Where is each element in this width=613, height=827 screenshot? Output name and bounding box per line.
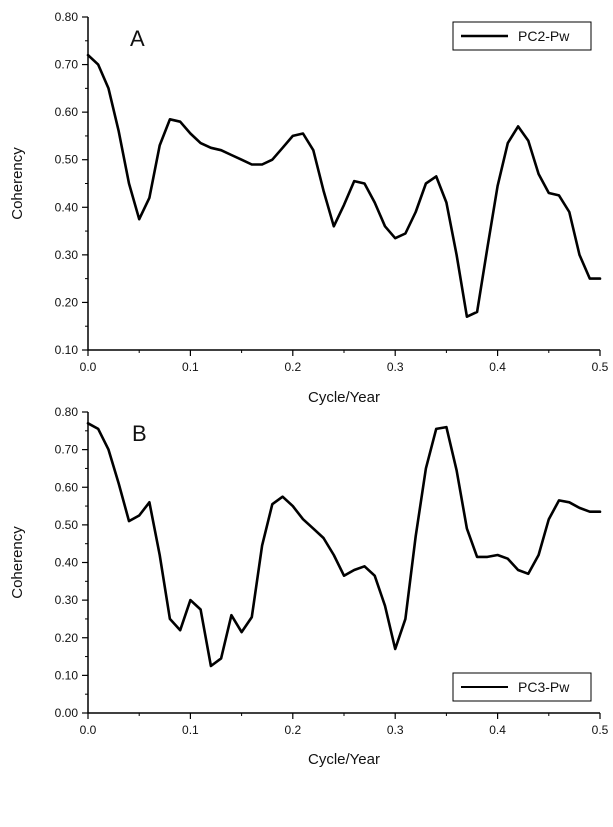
panel-b-y-tick-label: 0.30 <box>55 593 79 607</box>
panel-b-x-tick-label: 0.4 <box>489 723 506 737</box>
panel-a-y-tick-label: 0.10 <box>55 343 79 357</box>
panel-b-y-tick-label: 0.60 <box>55 480 79 494</box>
panel-b-y-tick-label: 0.00 <box>55 706 79 720</box>
panel-a-axes <box>87 17 600 351</box>
panel-b-y-axis-title: Coherency <box>9 526 26 599</box>
panel-b-series-line-pc3-pw <box>86 422 602 668</box>
panel-b-y-tick-label: 0.50 <box>55 518 79 532</box>
panel-a-y-tick-label: 0.30 <box>55 248 79 262</box>
panel-a-x-tick-label: 0.0 <box>80 360 97 374</box>
panel-a-legend: PC2-Pw <box>452 21 592 51</box>
panel-a-y-tick-label: 0.40 <box>55 200 79 214</box>
panel-b-y-tick-label: 0.80 <box>55 405 79 419</box>
panel-b-x-tick-label: 0.5 <box>592 723 609 737</box>
panel-a-x-axis-title: Cycle/Year <box>308 389 380 406</box>
panel-a-x-tick-label: 0.4 <box>489 360 506 374</box>
panel-a-y-tick-label: 0.20 <box>55 295 79 309</box>
panel-b-x-tick-label: 0.0 <box>80 723 97 737</box>
panel-a-legend-label: PC2-Pw <box>518 28 570 44</box>
panel-b-y-tick-label: 0.70 <box>55 443 79 457</box>
panel-b-x-axis-title: Cycle/Year <box>308 751 380 768</box>
panel-a-x-tick-label: 0.2 <box>284 360 301 374</box>
panel-b-legend: PC3-Pw <box>452 672 592 702</box>
panel-a-tick-labels: 0.10 0.20 0.30 0.40 0.50 0.60 0.70 0.80 0.0 0.1 0.… <box>55 10 609 374</box>
panel-a-y-tick-label: 0.80 <box>55 10 79 24</box>
panel-b-y-tick-label: 0.20 <box>55 631 79 645</box>
panel-a-y-axis-title: Coherency <box>9 147 26 220</box>
panel-b-label: B <box>132 421 147 446</box>
panel-a-chart: 0.10 0.20 0.30 0.40 0.50 0.60 0.70 0.80 0.0 0.1 0.… <box>9 10 609 406</box>
panel-a-y-tick-label: 0.60 <box>55 105 79 119</box>
panel-a-label: A <box>130 26 145 51</box>
panel-b-x-tick-label: 0.2 <box>284 723 301 737</box>
panel-a-y-tick-label: 0.70 <box>55 58 79 72</box>
panel-b-x-tick-label: 0.3 <box>387 723 404 737</box>
panel-a-x-tick-label: 0.1 <box>182 360 199 374</box>
panel-b-legend-label: PC3-Pw <box>518 679 570 695</box>
panel-b-chart: 0.00 0.10 0.20 0.30 0.40 0.50 0.60 0.70 0.80 0.0 0… <box>9 405 609 768</box>
panel-a-series-line-pc2-pw <box>86 53 602 318</box>
panel-b-y-tick-label: 0.10 <box>55 668 79 682</box>
panel-a-x-tick-label: 0.3 <box>387 360 404 374</box>
panel-b-x-tick-label: 0.1 <box>182 723 199 737</box>
panel-a-x-tick-label: 0.5 <box>592 360 609 374</box>
panel-b-y-tick-label: 0.40 <box>55 556 79 570</box>
panel-b-tick-labels: 0.00 0.10 0.20 0.30 0.40 0.50 0.60 0.70 0.80 0.0 0… <box>55 405 609 737</box>
panel-b-axes <box>87 412 600 714</box>
panel-a-y-tick-label: 0.50 <box>55 153 79 167</box>
